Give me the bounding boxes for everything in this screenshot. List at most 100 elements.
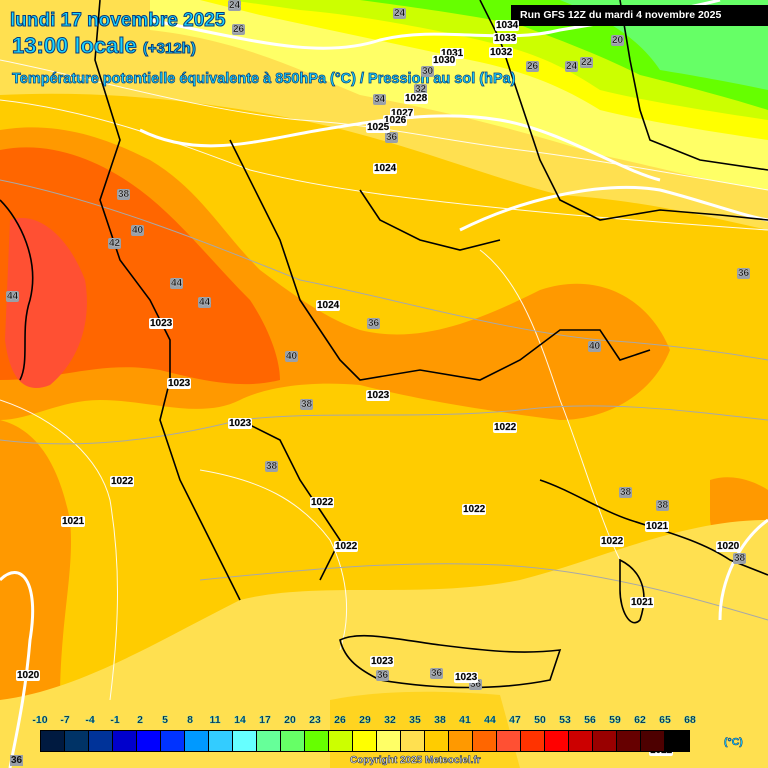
legend-swatch — [617, 731, 641, 751]
isobar-label: 1022 — [493, 422, 518, 433]
legend-tick: -4 — [85, 714, 95, 726]
theta-e-label: 20 — [611, 35, 625, 46]
theta-e-label: 44 — [170, 278, 184, 289]
legend-tick: 20 — [284, 714, 296, 726]
legend-swatch — [161, 731, 185, 751]
isobar-label: 1022 — [334, 541, 359, 552]
legend-swatch — [425, 731, 449, 751]
legend-swatch — [521, 731, 545, 751]
theta-e-label: 38 — [117, 189, 131, 200]
isobar-label: 1024 — [316, 300, 341, 311]
theta-e-label: 36 — [385, 132, 399, 143]
legend-unit: (°C) — [724, 736, 743, 749]
forecast-local-time: 13:00 locale — [12, 33, 138, 59]
isobar-label: 1020 — [716, 541, 741, 552]
legend-swatch — [113, 731, 137, 751]
legend-tick: 56 — [584, 714, 596, 726]
theta-e-label: 44 — [198, 297, 212, 308]
isobar-label: 1025 — [366, 122, 391, 133]
legend-tick: 2 — [137, 714, 143, 726]
legend-tick: 26 — [334, 714, 346, 726]
theta-e-label: 44 — [6, 291, 20, 302]
legend-tick: 5 — [162, 714, 168, 726]
legend-tick: -7 — [60, 714, 70, 726]
corner-temperature-label: 36 — [10, 755, 24, 766]
isobar-label: 1032 — [489, 47, 514, 58]
legend-tick: 50 — [534, 714, 546, 726]
legend-swatch — [497, 731, 521, 751]
theta-e-label: 38 — [619, 487, 633, 498]
theta-e-label: 38 — [300, 399, 314, 410]
isobar-label: 1030 — [432, 55, 457, 66]
legend-tick: 68 — [684, 714, 696, 726]
theta-e-label: 26 — [232, 24, 246, 35]
legend-swatch — [377, 731, 401, 751]
legend-swatch — [257, 731, 281, 751]
theta-e-label: 24 — [565, 61, 579, 72]
theta-e-label: 22 — [580, 57, 594, 68]
theta-e-label: 42 — [108, 238, 122, 249]
legend-tick: -1 — [110, 714, 120, 726]
theta-e-label: 24 — [228, 0, 242, 11]
isobar-label: 1022 — [462, 504, 487, 515]
theta-e-label: 40 — [131, 225, 145, 236]
theta-e-label: 34 — [373, 94, 387, 105]
theta-e-label: 36 — [469, 679, 483, 690]
forecast-date: lundi 17 novembre 2025 — [9, 10, 226, 32]
run-info: Run GFS 12Z du mardi 4 novembre 2025 — [511, 5, 768, 26]
theta-e-label: 38 — [656, 500, 670, 511]
forecast-lead-time: (+312h) — [142, 40, 196, 58]
legend-tick: 14 — [234, 714, 246, 726]
legend-swatch — [641, 731, 665, 751]
theta-e-label: 36 — [376, 670, 390, 681]
legend-swatch — [569, 731, 593, 751]
legend-swatch — [593, 731, 617, 751]
theta-e-label: 36 — [737, 268, 751, 279]
legend-swatch — [329, 731, 353, 751]
legend-tick: 23 — [309, 714, 321, 726]
isobar-label: 1033 — [493, 33, 518, 44]
legend-swatch — [281, 731, 305, 751]
theta-e-label: 24 — [393, 8, 407, 19]
legend-tick: 65 — [659, 714, 671, 726]
color-legend — [40, 730, 690, 752]
isobar-label: 1022 — [600, 536, 625, 547]
legend-tick: 32 — [384, 714, 396, 726]
legend-tick: 35 — [409, 714, 421, 726]
theta-e-label: 30 — [421, 66, 435, 77]
isobar-label: 1023 — [370, 656, 395, 667]
legend-swatch — [401, 731, 425, 751]
forecast-time: 13:00 locale (+312h) — [12, 33, 197, 59]
theta-e-label: 40 — [588, 341, 602, 352]
legend-swatch — [449, 731, 473, 751]
isobar-label: 1023 — [228, 418, 253, 429]
isobar-label: 1026 — [383, 115, 408, 126]
legend-swatch — [137, 731, 161, 751]
legend-swatch — [89, 731, 113, 751]
legend-swatch — [665, 731, 689, 751]
theta-e-label: 38 — [265, 461, 279, 472]
legend-tick: 29 — [359, 714, 371, 726]
legend-tick: 8 — [187, 714, 193, 726]
theta-e-label: 26 — [526, 61, 540, 72]
theta-e-label: 38 — [733, 553, 747, 564]
theta-e-label: 40 — [285, 351, 299, 362]
isobar-label: 1023 — [167, 378, 192, 389]
legend-tick: 59 — [609, 714, 621, 726]
isobar-label: 1028 — [404, 93, 429, 104]
isobar-label: 1022 — [310, 497, 335, 508]
legend-tick: 11 — [209, 714, 221, 726]
isobar-label: 1024 — [373, 163, 398, 174]
legend-swatch — [185, 731, 209, 751]
legend-tick: 41 — [459, 714, 471, 726]
isobar-label: 1020 — [16, 670, 41, 681]
isobar-label: 1021 — [630, 597, 655, 608]
legend-tick: 44 — [484, 714, 496, 726]
legend-swatch — [209, 731, 233, 751]
legend-swatch — [545, 731, 569, 751]
legend-tick: 17 — [259, 714, 271, 726]
isobar-label: 1027 — [390, 108, 415, 119]
legend-tick: 62 — [634, 714, 646, 726]
legend-swatch — [473, 731, 497, 751]
legend-tick: 47 — [509, 714, 521, 726]
